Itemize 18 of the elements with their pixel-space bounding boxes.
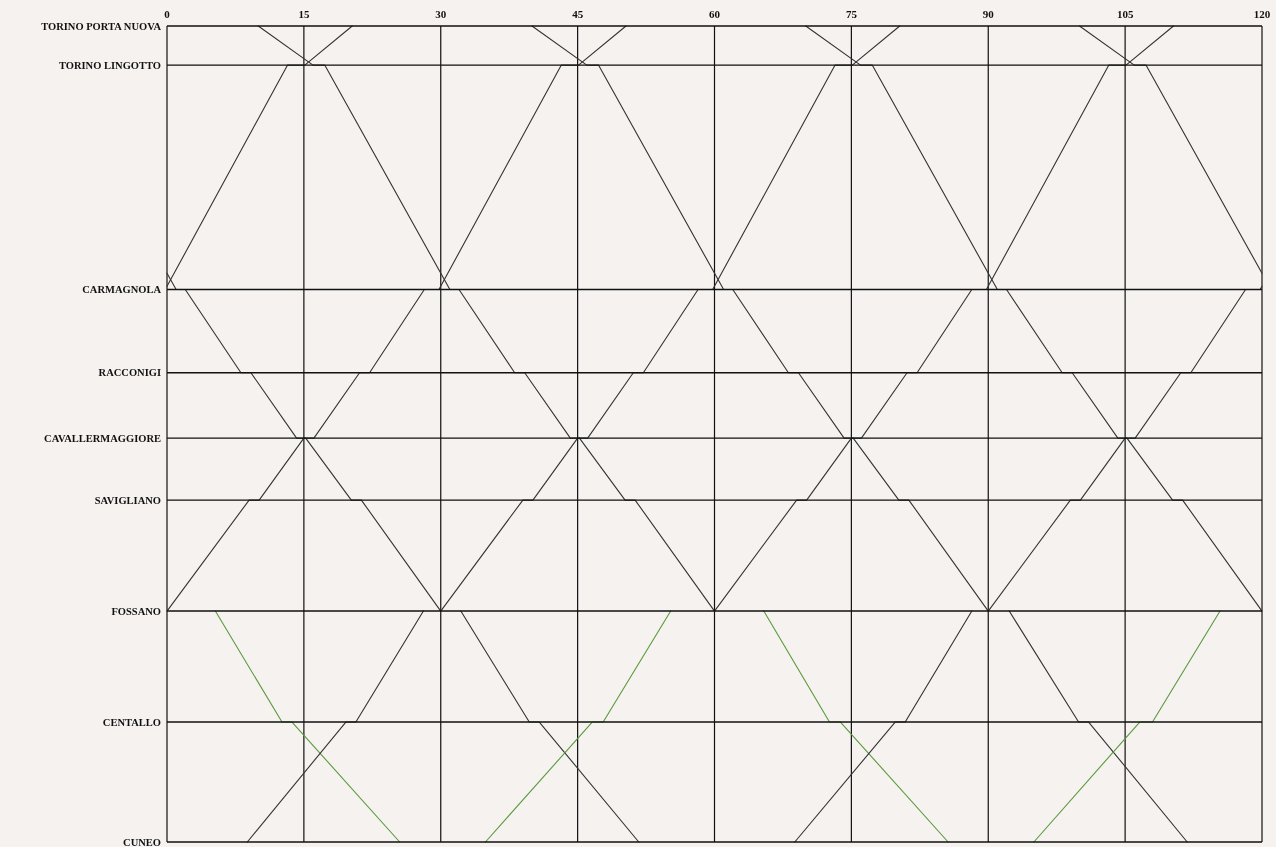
x-tick-label: 15 <box>298 8 310 20</box>
ref-line-label: SAVIGLIANO <box>94 494 161 506</box>
x-tick-label: 0 <box>164 8 171 20</box>
ref-line-label: RACCONIGI <box>98 367 161 379</box>
x-tick-label: 30 <box>435 8 447 20</box>
ref-line-label: CARMAGNOLA <box>82 284 162 296</box>
ref-line-label: CENTALLO <box>102 716 161 728</box>
x-tick-label: 105 <box>1116 8 1134 20</box>
ref-line-label: CUNEO <box>123 836 161 847</box>
x-tick-label: 60 <box>709 8 721 20</box>
ref-line-label: FOSSANO <box>111 605 161 617</box>
x-tick-label: 45 <box>572 8 584 20</box>
ref-line-label: CAVALLERMAGGIORE <box>44 432 161 444</box>
x-tick-label: 120 <box>1253 8 1271 20</box>
x-tick-label: 90 <box>982 8 995 20</box>
x-tick-label: 75 <box>845 8 858 20</box>
ref-line-label: TORINO PORTA NUOVA <box>41 20 162 32</box>
ref-line-label: TORINO LINGOTTO <box>58 59 161 71</box>
